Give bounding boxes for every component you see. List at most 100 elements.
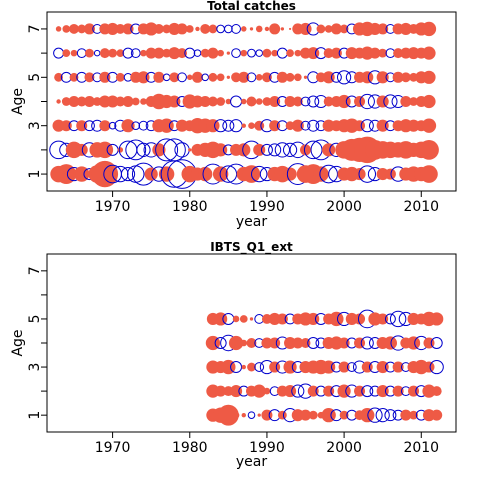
positive-residual-bubble — [62, 49, 71, 57]
negative-residual-bubble — [307, 95, 320, 108]
positive-residual-bubble — [284, 385, 297, 398]
positive-residual-bubble — [291, 409, 304, 422]
positive-residual-bubble — [83, 96, 95, 107]
positive-residual-bubble — [144, 22, 158, 36]
positive-residual-bubble — [384, 168, 396, 180]
positive-residual-bubble — [246, 96, 257, 107]
positive-residual-bubble — [168, 95, 181, 108]
negative-residual-bubble — [337, 70, 352, 85]
positive-residual-bubble — [246, 338, 257, 348]
positive-residual-bubble — [360, 46, 374, 60]
negative-residual-bubble — [330, 71, 342, 83]
positive-residual-bubble — [76, 96, 87, 107]
positive-residual-bubble — [249, 317, 254, 321]
positive-residual-bubble — [212, 166, 229, 182]
positive-residual-bubble — [430, 312, 444, 326]
positive-residual-bubble — [200, 48, 210, 58]
positive-residual-bubble — [400, 96, 412, 107]
positive-residual-bubble — [288, 27, 292, 31]
positive-residual-bubble — [195, 26, 200, 32]
positive-residual-bubble — [376, 168, 389, 181]
positive-residual-bubble — [252, 384, 266, 398]
positive-residual-bubble — [99, 120, 111, 132]
negative-residual-bubble — [223, 24, 233, 34]
positive-residual-bubble — [77, 24, 87, 34]
x-tick-label: 1980 — [172, 440, 208, 456]
negative-residual-bubble — [291, 384, 305, 398]
positive-residual-bubble — [322, 143, 336, 157]
positive-residual-bubble — [248, 122, 255, 129]
x-tick-label: 2000 — [326, 440, 362, 456]
negative-residual-bubble — [131, 121, 141, 131]
positive-residual-bubble — [262, 48, 272, 58]
positive-residual-bubble — [191, 95, 204, 108]
positive-residual-bubble — [420, 165, 438, 183]
y-tick-label: 7 — [27, 266, 43, 275]
negative-residual-bubble — [255, 49, 264, 57]
positive-residual-bubble — [176, 23, 188, 35]
positive-residual-bubble — [152, 143, 166, 157]
positive-residual-bubble — [228, 335, 244, 351]
positive-residual-bubble — [241, 364, 246, 370]
negative-residual-bubble — [303, 140, 323, 160]
y-tick-label: 3 — [27, 363, 43, 372]
positive-residual-bubble — [255, 98, 263, 105]
positive-residual-bubble — [330, 23, 342, 35]
negative-residual-bubble — [130, 48, 141, 59]
positive-residual-bubble — [69, 72, 79, 82]
negative-residual-bubble — [112, 165, 129, 183]
positive-residual-bubble — [368, 312, 382, 326]
positive-residual-bubble — [175, 119, 189, 132]
positive-residual-bubble — [96, 141, 114, 159]
positive-residual-bubble — [240, 49, 248, 57]
positive-residual-bubble — [255, 74, 263, 81]
positive-residual-bubble — [353, 168, 366, 181]
x-tick-label: 1980 — [172, 199, 208, 215]
positive-residual-bubble — [285, 72, 295, 82]
negative-residual-bubble — [83, 120, 95, 132]
positive-residual-bubble — [392, 361, 404, 373]
positive-residual-bubble — [339, 410, 349, 420]
positive-residual-bubble — [376, 361, 389, 374]
positive-residual-bubble — [237, 143, 251, 157]
positive-residual-bubble — [354, 120, 366, 132]
negative-residual-bubble — [319, 164, 338, 184]
y-axis-label: Age — [10, 329, 26, 356]
x-axis: 1970 1980 1990 2000 2010 — [95, 191, 439, 215]
negative-residual-bubble — [138, 120, 149, 131]
positive-residual-bubble — [277, 410, 287, 420]
panel-ibts-q1-ext: IBTS_Q1_ext year Age 1970 1980 1990 2000 201… — [10, 240, 457, 470]
negative-residual-bubble — [282, 142, 298, 157]
positive-residual-bubble — [207, 47, 219, 59]
negative-residual-bubble — [360, 336, 374, 350]
negative-residual-bubble — [384, 313, 396, 325]
positive-residual-bubble — [216, 97, 226, 106]
negative-residual-bubble — [216, 24, 225, 34]
positive-residual-bubble — [407, 47, 420, 60]
positive-residual-bubble — [206, 119, 220, 133]
positive-residual-bubble — [85, 48, 94, 58]
positive-residual-bubble — [115, 72, 125, 82]
positive-residual-bubble — [239, 315, 248, 323]
negative-residual-bubble — [429, 359, 444, 375]
positive-residual-bubble — [216, 73, 225, 82]
negative-residual-bubble — [260, 143, 273, 156]
positive-residual-bubble — [269, 361, 281, 373]
positive-residual-bubble — [168, 22, 181, 35]
positive-residual-bubble — [226, 75, 230, 79]
positive-residual-bubble — [206, 384, 220, 398]
negative-residual-bubble — [126, 165, 145, 183]
bubbles — [205, 309, 444, 426]
positive-residual-bubble — [323, 48, 334, 59]
positive-residual-bubble — [168, 47, 181, 60]
positive-residual-bubble — [91, 160, 119, 188]
y-tick-label: 3 — [27, 121, 43, 130]
positive-residual-bubble — [313, 166, 329, 182]
negative-residual-bubble — [222, 119, 235, 132]
positive-residual-bubble — [200, 23, 211, 34]
positive-residual-bubble — [231, 72, 242, 83]
positive-residual-bubble — [255, 25, 263, 33]
negative-residual-bubble — [384, 409, 397, 422]
positive-residual-bubble — [284, 336, 297, 350]
negative-residual-bubble — [274, 142, 291, 158]
